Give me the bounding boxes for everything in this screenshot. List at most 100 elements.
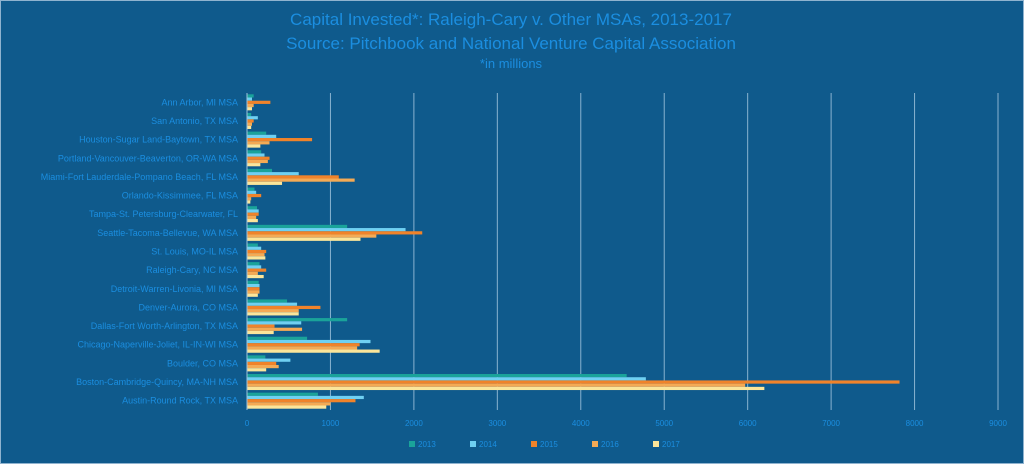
bar-2013 [247, 112, 252, 117]
category-label: Orlando-Kissimmee, FL MSA [122, 191, 238, 201]
category-label: Portland-Vancouver-Beaverton, OR-WA MSA [58, 153, 238, 163]
bar-2013 [247, 243, 258, 247]
bar-2016 [247, 141, 270, 145]
category-label: Boulder, CO MSA [167, 358, 238, 368]
legend-swatch-2017 [653, 441, 659, 447]
category-label: Detroit-Warren-Livonia, MI MSA [111, 284, 238, 294]
bar-2013 [247, 224, 348, 229]
bar-2014 [247, 134, 277, 139]
bar-2015 [247, 287, 260, 291]
bar-2014 [247, 116, 258, 120]
bar-2016 [247, 253, 265, 257]
bar-2013 [247, 280, 259, 284]
bar-2016 [247, 197, 252, 201]
bar-2015 [247, 380, 900, 384]
x-tick-label: 7000 [822, 419, 840, 428]
chart-unit-note: *in millions [479, 56, 543, 71]
bar-2017 [247, 237, 361, 241]
bar-2015 [247, 119, 254, 123]
category-label: Boston-Cambridge-Quincy, MA-NH MSA [76, 377, 238, 387]
bar-2017 [247, 274, 264, 279]
bar-2014 [247, 265, 262, 269]
x-tick-label: 6000 [739, 419, 757, 428]
bar-2016 [247, 327, 303, 331]
bar-2015 [247, 156, 270, 160]
category-label: Austin-Round Rock, TX MSA [122, 396, 238, 406]
x-tick-label: 1000 [322, 419, 340, 428]
x-tick-labels: 0 1000 2000 3000 4000 5000 6000 7000 8000 9000 [245, 419, 1008, 428]
bar-2015 [247, 249, 267, 254]
bar-2016 [247, 178, 355, 182]
bar-2016 [247, 103, 254, 108]
category-label: Chicago-Naperville-Joliet, IL-IN-WI MSA [77, 340, 238, 350]
legend-label: 2016 [601, 440, 619, 449]
bar-2013 [247, 206, 258, 210]
bar-2013 [247, 336, 308, 340]
bar-2015 [247, 193, 262, 198]
category-label: Denver-Aurora, CO MSA [138, 302, 238, 312]
bar-2017 [247, 219, 258, 223]
bar-2013 [247, 187, 255, 191]
category-label: St. Louis, MO-IL MSA [151, 247, 238, 257]
x-tick-label: 4000 [572, 419, 590, 428]
bar-2013 [247, 168, 273, 173]
bar-2017 [247, 368, 267, 372]
legend-swatch-2014 [470, 441, 476, 447]
bar-2017 [247, 386, 765, 391]
bar-2014 [247, 209, 259, 213]
bar-2015 [247, 175, 339, 179]
bar-2014 [247, 321, 302, 325]
category-labels: Ann Arbor, MI MSA San Antonio, TX MSA Hous… [41, 97, 238, 405]
bar-2014 [247, 358, 291, 362]
category-label: Ann Arbor, MI MSA [161, 97, 238, 107]
bar-2014 [247, 190, 257, 194]
legend: 2013 2014 2015 2016 2017 [409, 440, 680, 449]
category-label: Houston-Sugar Land-Baytown, TX MSA [79, 135, 238, 145]
category-label: Miami-Fort Lauderdale-Pompano Beach, FL … [41, 172, 238, 182]
bar-2013 [247, 374, 627, 378]
bar-2016 [247, 402, 331, 406]
bar-2016 [247, 309, 299, 313]
bar-2017 [247, 144, 261, 148]
x-tick-label: 3000 [488, 419, 506, 428]
bar-2013 [247, 355, 266, 359]
bar-2017 [247, 293, 258, 297]
bar-2016 [247, 346, 358, 350]
bar-2017 [247, 349, 380, 353]
bar-2015 [247, 268, 267, 272]
bar-2015 [247, 343, 360, 347]
legend-swatch-2013 [409, 441, 415, 447]
bar-2014 [247, 97, 253, 101]
bar-2013 [247, 392, 318, 396]
gridlines [329, 93, 999, 410]
chart-title-block: Capital Invested*: Raleigh-Cary v. Other… [0, 8, 1022, 72]
bar-2013 [247, 94, 254, 98]
bar-2013 [247, 318, 348, 322]
bar-2017 [247, 330, 274, 335]
category-label: Tampa-St. Petersburg-Clearwater, FL [89, 209, 238, 219]
chart-title: Capital Invested*: Raleigh-Cary v. Other… [290, 10, 732, 29]
bar-2014 [247, 377, 646, 381]
bar-2014 [247, 153, 265, 157]
bar-2017 [247, 125, 252, 129]
legend-swatch-2015 [531, 441, 537, 447]
legend-label: 2014 [479, 440, 497, 449]
bar-2013 [247, 131, 267, 135]
bar-2016 [247, 215, 257, 220]
bar-2014 [247, 172, 299, 176]
bar-2016 [247, 122, 253, 126]
bar-2016 [247, 364, 279, 369]
bar-2016 [247, 383, 746, 387]
bar-2013 [247, 150, 262, 154]
bar-2016 [247, 234, 377, 238]
legend-swatch-2016 [592, 441, 598, 447]
bar-2015 [247, 212, 259, 216]
bar-2017 [247, 312, 299, 316]
bar-2017 [247, 405, 327, 409]
bar-2015 [247, 399, 356, 403]
x-tick-label: 2000 [405, 419, 423, 428]
legend-label: 2015 [540, 440, 558, 449]
bar-2016 [247, 159, 268, 164]
bar-2013 [247, 262, 260, 266]
